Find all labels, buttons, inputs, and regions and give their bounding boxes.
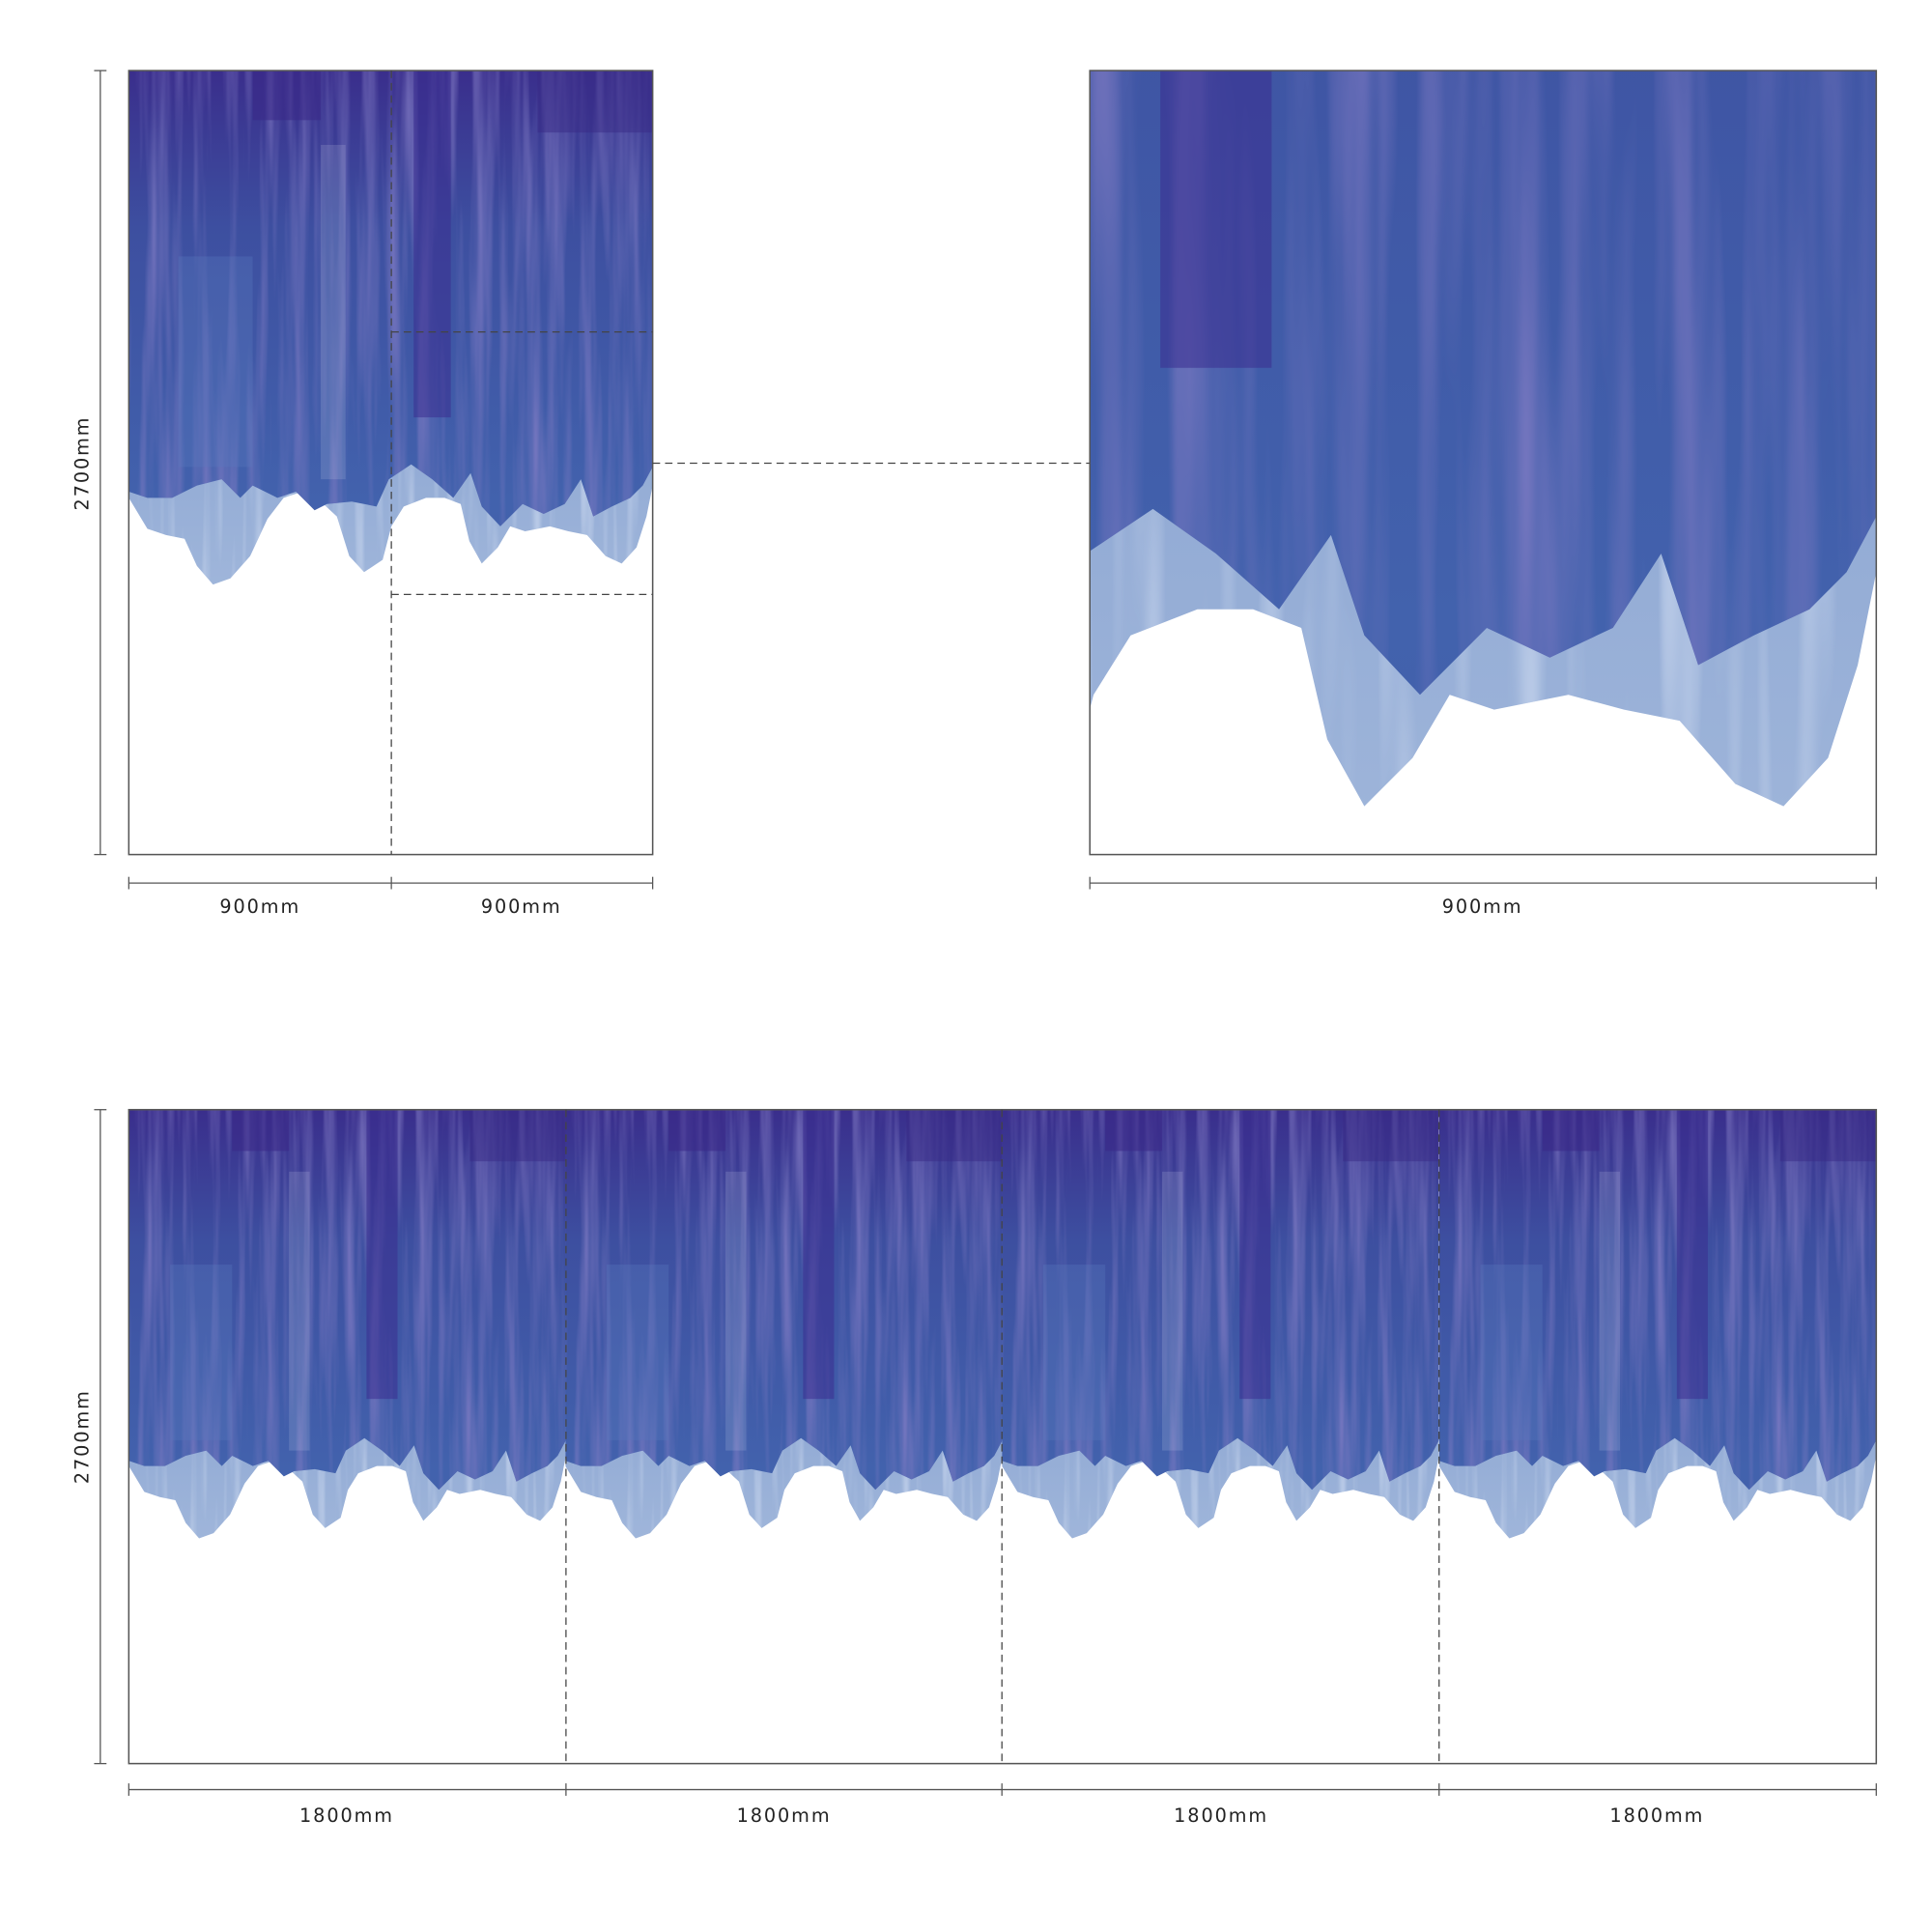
width-label: 900mm bbox=[219, 895, 300, 918]
wallpaper-pattern bbox=[1002, 1110, 1439, 1764]
height-dimension bbox=[94, 1109, 107, 1765]
width-label: 1800mm bbox=[737, 1804, 832, 1827]
width-dimension bbox=[128, 1783, 1877, 1796]
height-label: 2700mm bbox=[71, 1389, 93, 1484]
height-dimension bbox=[94, 70, 107, 856]
width-label: 1800mm bbox=[1609, 1804, 1704, 1827]
width-label: 1800mm bbox=[299, 1804, 394, 1827]
wallpaper-pattern bbox=[565, 1110, 1003, 1764]
width-label: 900mm bbox=[481, 895, 562, 918]
wallpaper-pattern bbox=[1439, 1110, 1877, 1764]
height-label: 2700mm bbox=[71, 416, 93, 511]
width-dimension bbox=[1089, 876, 1877, 890]
width-label: 1800mm bbox=[1174, 1804, 1268, 1827]
panel-frame bbox=[128, 1108, 1878, 1765]
width-label: 900mm bbox=[1442, 895, 1523, 918]
panel-frame bbox=[1089, 70, 1878, 856]
width-dimension bbox=[128, 876, 654, 890]
wallpaper-pattern bbox=[128, 1110, 566, 1764]
